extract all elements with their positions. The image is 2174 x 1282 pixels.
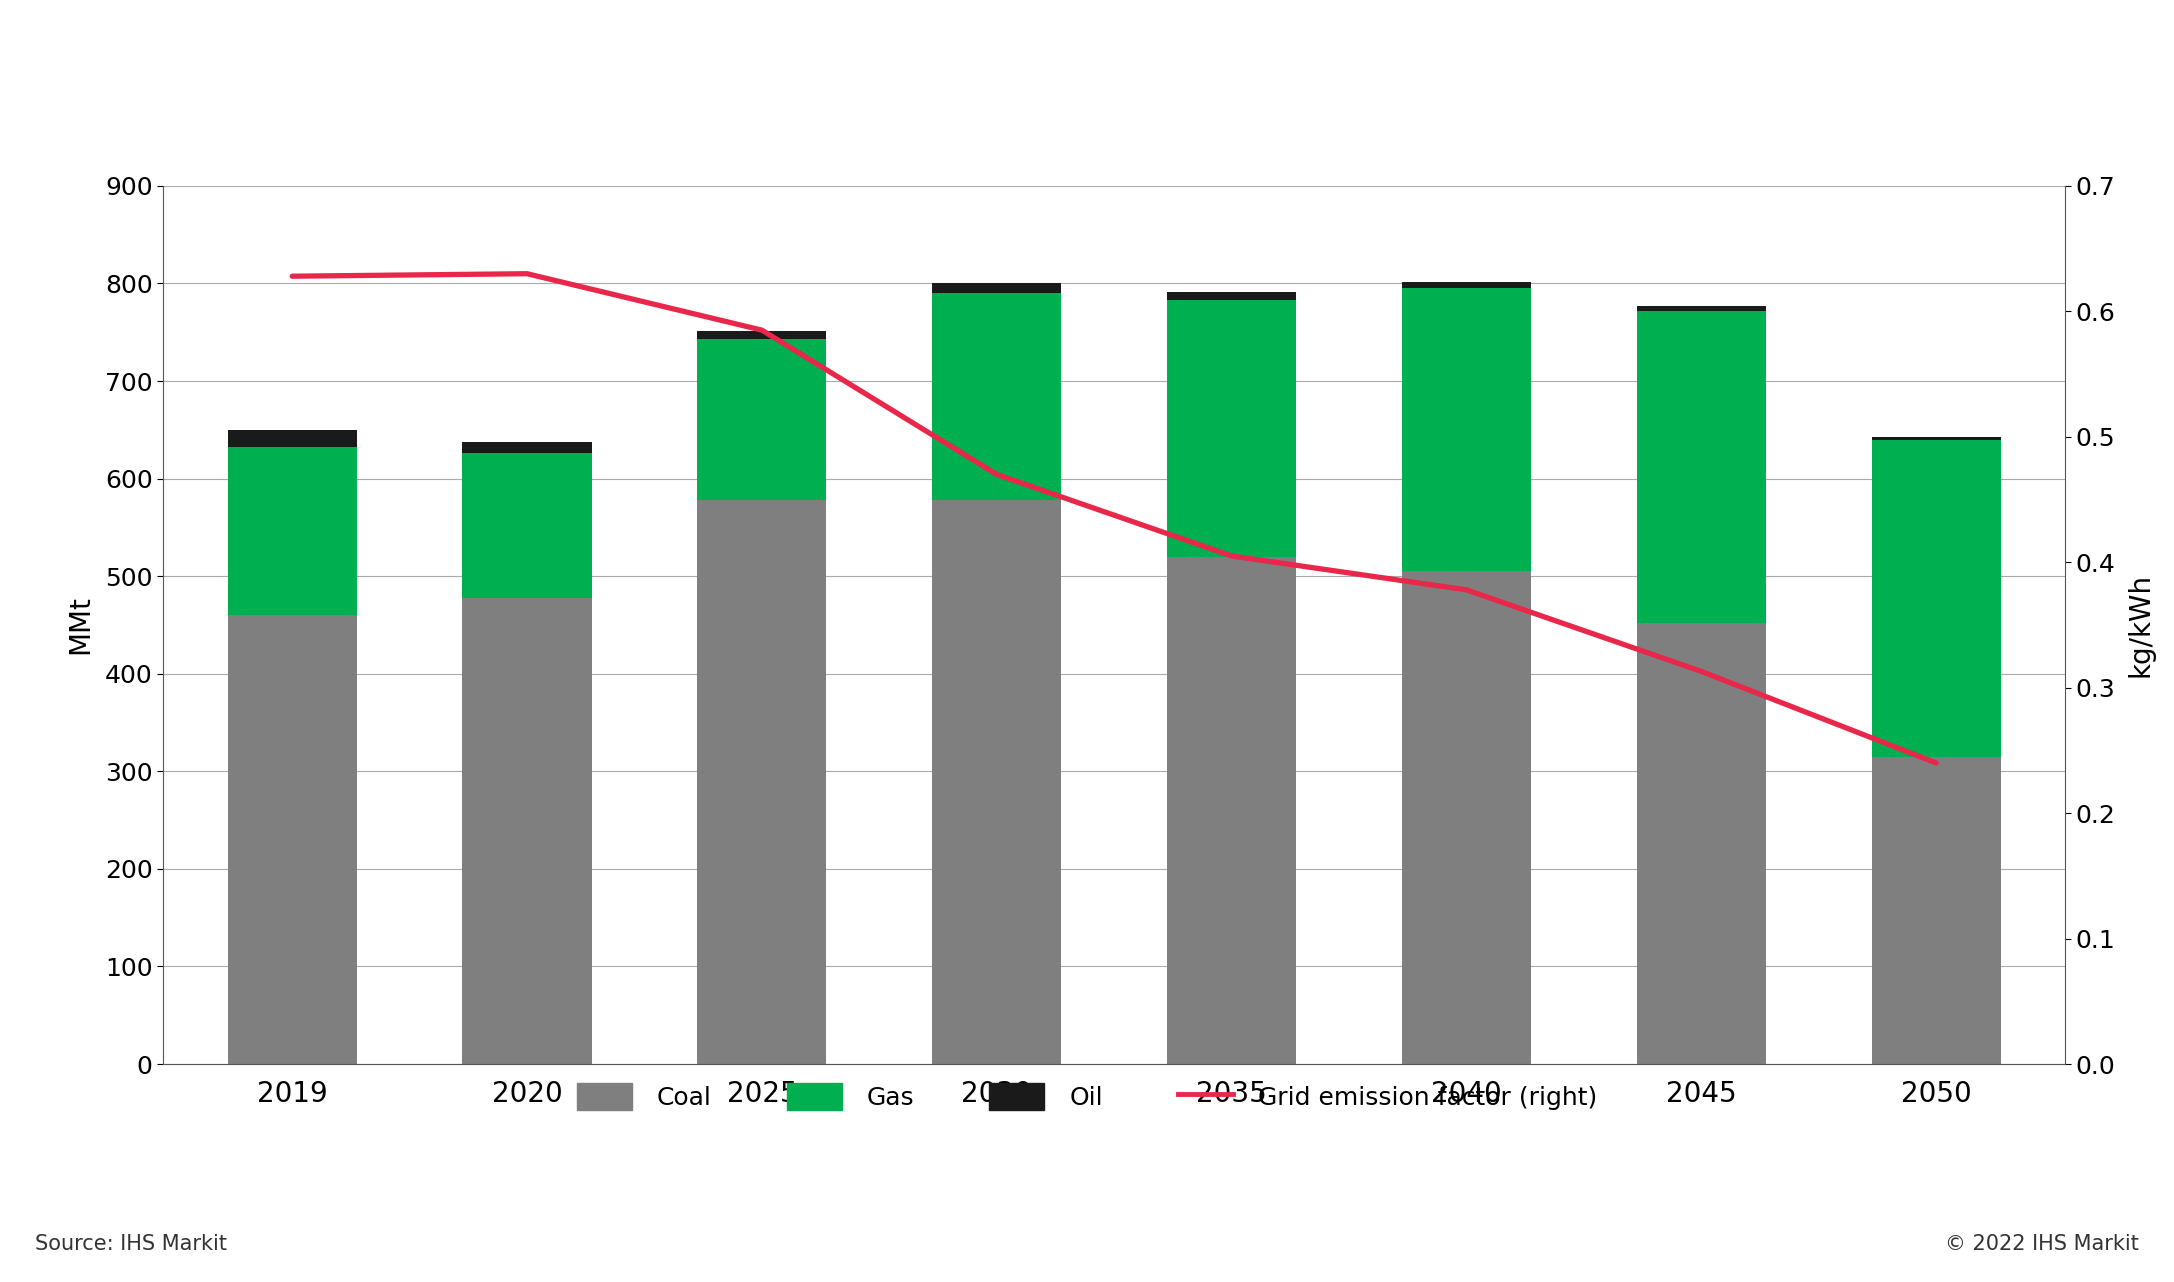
Bar [1872, 437, 2000, 440]
Bar [228, 429, 357, 447]
Bar [1872, 756, 2000, 1064]
Bar [1637, 306, 1765, 310]
Bar [1167, 292, 1296, 300]
Bar [933, 283, 1061, 294]
Bar [1402, 282, 1530, 288]
Bar [933, 294, 1061, 500]
Bar [1402, 288, 1530, 572]
Bar [698, 500, 826, 1064]
Bar [1637, 623, 1765, 1064]
Bar [1402, 572, 1530, 1064]
Text: Southeast power sector carbon emission outlook: Southeast power sector carbon emission o… [35, 44, 1107, 82]
Legend: Coal, Gas, Oil, Grid emission factor (right): Coal, Gas, Oil, Grid emission factor (ri… [567, 1073, 1607, 1120]
Text: Source: IHS Markit: Source: IHS Markit [35, 1233, 226, 1254]
Y-axis label: kg/kWh: kg/kWh [2126, 573, 2154, 677]
Bar [1637, 310, 1765, 623]
Bar [463, 454, 591, 597]
Bar [463, 441, 591, 454]
Bar [698, 338, 826, 500]
Bar [1167, 556, 1296, 1064]
Y-axis label: MMt: MMt [65, 596, 93, 654]
Bar [228, 615, 357, 1064]
Bar [228, 447, 357, 615]
Bar [1872, 440, 2000, 756]
Bar [698, 331, 826, 338]
Bar [1167, 300, 1296, 556]
Bar [933, 500, 1061, 1064]
Bar [463, 597, 591, 1064]
Text: © 2022 IHS Markit: © 2022 IHS Markit [1946, 1233, 2139, 1254]
